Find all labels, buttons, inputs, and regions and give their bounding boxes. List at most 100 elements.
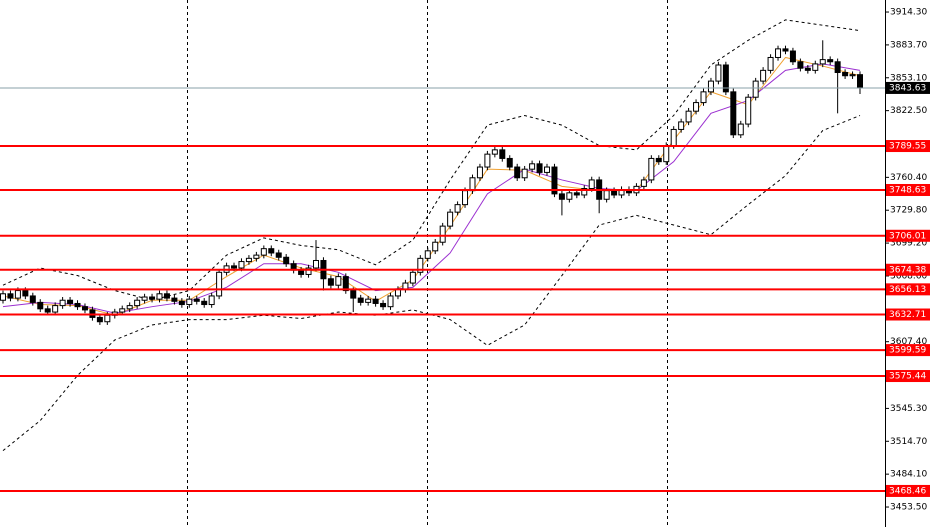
candle-body [424,250,431,259]
candle-body [163,293,170,299]
candle-body [603,190,610,200]
period-separators [187,0,668,527]
candle-body [193,298,200,302]
candle-body [7,293,14,299]
candle-body [663,145,670,163]
level-label-box [886,370,930,383]
candle-body [685,110,692,123]
candle-body [119,308,126,313]
candle-body [812,63,819,71]
level-label-box [886,308,930,321]
candle-body [22,290,29,297]
candle-body [581,188,588,196]
candle-body [752,80,759,98]
candle-body [491,149,498,155]
candle-body [417,257,424,273]
candle-body [268,248,275,254]
candle-body [551,166,558,195]
candle-body [387,295,394,308]
candle-body [722,64,729,93]
candle-body [372,298,379,304]
candle-body [380,302,387,308]
candle-body [29,295,36,303]
candle-body [44,308,51,313]
candle-body [715,64,722,82]
candle-body [484,153,491,168]
candle-body [588,179,595,190]
candle-body [521,168,528,179]
candle-body [171,297,178,302]
candle-body [231,265,238,269]
y-tick-label: 3545.30 [890,404,927,414]
candle-body [432,241,439,252]
level-label-box [886,344,930,357]
candle-body [0,293,6,301]
candle-body [476,166,483,179]
candle-body [365,298,372,303]
candle-body [514,166,521,179]
candle-body [782,48,789,52]
candle-body [573,192,580,196]
candle-body [707,80,714,93]
level-label: 3468.46 [889,486,926,496]
level-label-box [886,484,930,497]
candle-body [216,271,223,297]
candle-body [350,290,357,299]
candle-body [335,276,342,286]
candle-body [767,56,774,71]
candle-body [327,278,334,286]
candle-body [149,296,156,300]
level-label: 3674.38 [889,265,926,275]
indicator-line [2,115,861,452]
candle-body [409,271,416,284]
candle-body [81,306,88,311]
y-tick-label: 3883.70 [890,40,927,50]
candle-body [178,300,185,306]
candle-body [469,177,476,192]
candle-body [857,74,863,89]
candle-body [775,48,782,58]
candle-body [462,190,469,206]
candle-body [804,67,811,71]
candle-body [14,290,21,299]
y-tick-label: 3699.20 [890,239,927,249]
candle-body [789,50,796,63]
candle-body [760,69,767,82]
candle-body [670,128,677,147]
candle-body [245,257,252,263]
y-tick-label: 3484.10 [890,470,927,480]
level-label: 3748.63 [889,185,926,195]
candle-body [842,72,849,77]
candle-body [819,59,826,65]
candle-body [566,192,573,200]
candle-body [678,121,685,130]
level-label: 3706.01 [889,231,926,241]
candle-body [797,61,804,69]
y-tick-label: 3914.30 [890,8,927,18]
candle-body [439,225,446,243]
candle-body [693,102,700,112]
candle-body [447,211,454,227]
level-label: 3632.71 [889,310,926,320]
candle-body [454,204,461,213]
candle-body [96,316,103,323]
candle-body [611,190,618,196]
candle-body [156,293,163,300]
candle-body [834,61,841,74]
candle-body [700,91,707,104]
candle-body [827,59,834,63]
y-tick-label: 3607.40 [890,337,927,347]
y-tick-label: 3453.50 [890,503,927,513]
candle-body [745,96,752,125]
candle-body [186,298,193,306]
level-label: 3656.13 [889,285,926,295]
candle-body [260,248,267,256]
candle-body [74,302,81,308]
indicator-line [2,56,861,316]
candle-body [104,314,111,323]
candle-body [52,305,59,313]
level-label-box [886,229,930,242]
y-tick-label: 3760.40 [890,173,927,183]
